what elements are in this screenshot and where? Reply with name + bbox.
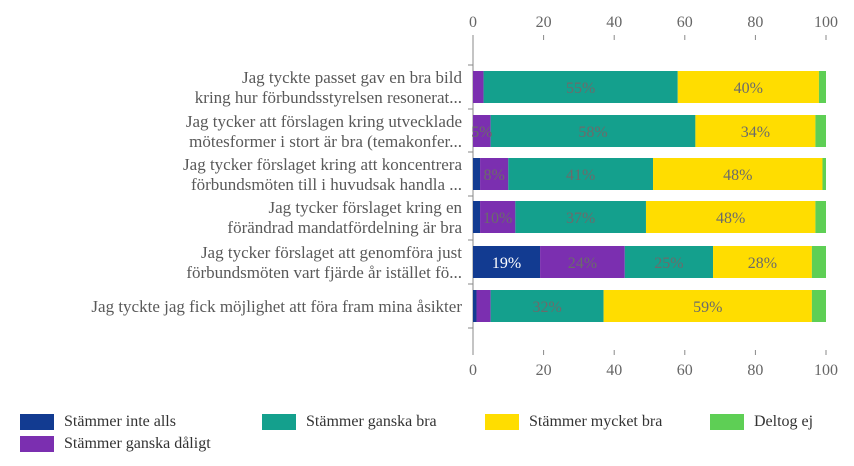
legend-swatch <box>710 414 744 430</box>
bar-segment <box>473 201 481 233</box>
bar-segment <box>818 71 826 103</box>
bar-segment <box>476 290 491 322</box>
bar-segment <box>645 201 816 233</box>
legend-item: Stämmer ganska dåligt <box>20 435 211 453</box>
bar-segment <box>695 115 816 147</box>
legend-label: Deltog ej <box>754 413 814 430</box>
bar-segment <box>483 71 678 103</box>
bar-segment <box>480 158 509 190</box>
x-tick-label-top: 40 <box>606 14 622 31</box>
axes: 0 0 20 20 40 40 60 60 80 80 100 100 <box>468 14 838 379</box>
data-labels: 55% 40% 5% 58% 34% 8% 41% 48% 10% 37% 48% 19% 24% 25%… <box>471 80 777 316</box>
data-label: 48% <box>716 210 745 227</box>
bar-segment <box>822 158 826 190</box>
data-label: 40% <box>734 80 763 97</box>
category-label: mötesformer i stort är bra (temakonfer..… <box>189 132 462 151</box>
bar-segment <box>603 290 812 322</box>
bar-segment <box>811 246 826 278</box>
data-label: 48% <box>723 167 752 184</box>
legend-label: Stämmer ganska bra <box>306 413 437 430</box>
x-tick-label-top: 20 <box>536 14 552 31</box>
bar-segment <box>713 246 812 278</box>
bar-segment <box>677 71 819 103</box>
data-label: 59% <box>693 299 722 316</box>
category-label: Jag tycker förslaget att genomföra just <box>201 243 462 262</box>
legend-item: Stämmer ganska bra <box>262 413 437 431</box>
stacked-bar-chart: 0 0 20 20 40 40 60 60 80 80 100 100 Jag tyckte pass… <box>91 14 838 379</box>
data-label: 10% <box>483 210 512 227</box>
bar-segment <box>515 201 646 233</box>
category-label: Jag tyckte jag fick möjlighet att föra f… <box>91 297 462 316</box>
data-label: 24% <box>568 255 597 272</box>
bar-segment <box>473 158 481 190</box>
bar-segment <box>540 246 625 278</box>
category-label: Jag tyckte passet gav en bra bild <box>242 68 462 87</box>
data-label: 28% <box>748 255 777 272</box>
legend-item: Deltog ej <box>710 413 813 431</box>
x-tick-label-top: 60 <box>677 14 693 31</box>
x-tick-label-top: 0 <box>469 14 477 31</box>
data-label: 8% <box>484 167 505 184</box>
legend-swatch <box>485 414 519 430</box>
legend: Stämmer inte alls Stämmer ganska dåligt St… <box>0 408 854 466</box>
data-label: 34% <box>741 124 770 141</box>
bar-segment <box>490 115 696 147</box>
legend-label: Stämmer ganska dåligt <box>64 435 211 452</box>
x-tick-label-bottom: 40 <box>606 362 622 379</box>
bar-segment <box>815 201 826 233</box>
x-tick-label-bottom: 60 <box>677 362 693 379</box>
x-tick-label-bottom: 20 <box>536 362 552 379</box>
x-tick-label-top: 100 <box>814 14 838 31</box>
category-label: förbundsmöten till i huvudsak handla ... <box>191 175 462 194</box>
data-label: 19% <box>492 255 521 272</box>
legend-label: Stämmer mycket bra <box>529 413 663 430</box>
data-label: 25% <box>654 255 683 272</box>
bar-segment <box>490 290 604 322</box>
data-label: 32% <box>532 299 561 316</box>
data-label: 37% <box>566 210 595 227</box>
x-tick-label-bottom: 0 <box>469 362 477 379</box>
bar-segment <box>473 290 477 322</box>
bar-segment <box>653 158 823 190</box>
category-label: Jag tycker förslaget kring att koncentre… <box>183 155 462 174</box>
legend-swatch <box>20 414 54 430</box>
bar-segment <box>508 158 654 190</box>
legend-item: Stämmer inte alls <box>20 413 176 431</box>
legend-label: Stämmer inte alls <box>64 413 176 430</box>
x-tick-label-bottom: 100 <box>814 362 838 379</box>
bar-segment <box>624 246 714 278</box>
x-tick-label-bottom: 80 <box>747 362 763 379</box>
legend-swatch <box>20 436 54 452</box>
bars <box>473 71 826 322</box>
bar-segment <box>473 71 484 103</box>
legend-swatch <box>262 414 296 430</box>
category-label: Jag tycker att förslagen kring utvecklad… <box>186 112 462 131</box>
bar-segment <box>480 201 516 233</box>
category-label: kring hur förbundsstyrelsen resonerat... <box>195 88 462 107</box>
category-label: förändrad mandatfördelning är bra <box>227 218 462 237</box>
bar-segment <box>811 290 826 322</box>
data-label: 5% <box>471 124 492 141</box>
x-tick-label-top: 80 <box>747 14 763 31</box>
category-label: förbundsmöten vart fjärde år istället fö… <box>186 263 462 282</box>
data-label: 41% <box>566 167 595 184</box>
legend-item: Stämmer mycket bra <box>485 413 662 431</box>
bar-segment <box>473 246 541 278</box>
data-label: 55% <box>566 80 595 97</box>
data-label: 58% <box>578 124 607 141</box>
bar-segment <box>815 115 826 147</box>
bar-segment <box>473 115 491 147</box>
category-label: Jag tycker förslaget kring en <box>268 198 462 217</box>
